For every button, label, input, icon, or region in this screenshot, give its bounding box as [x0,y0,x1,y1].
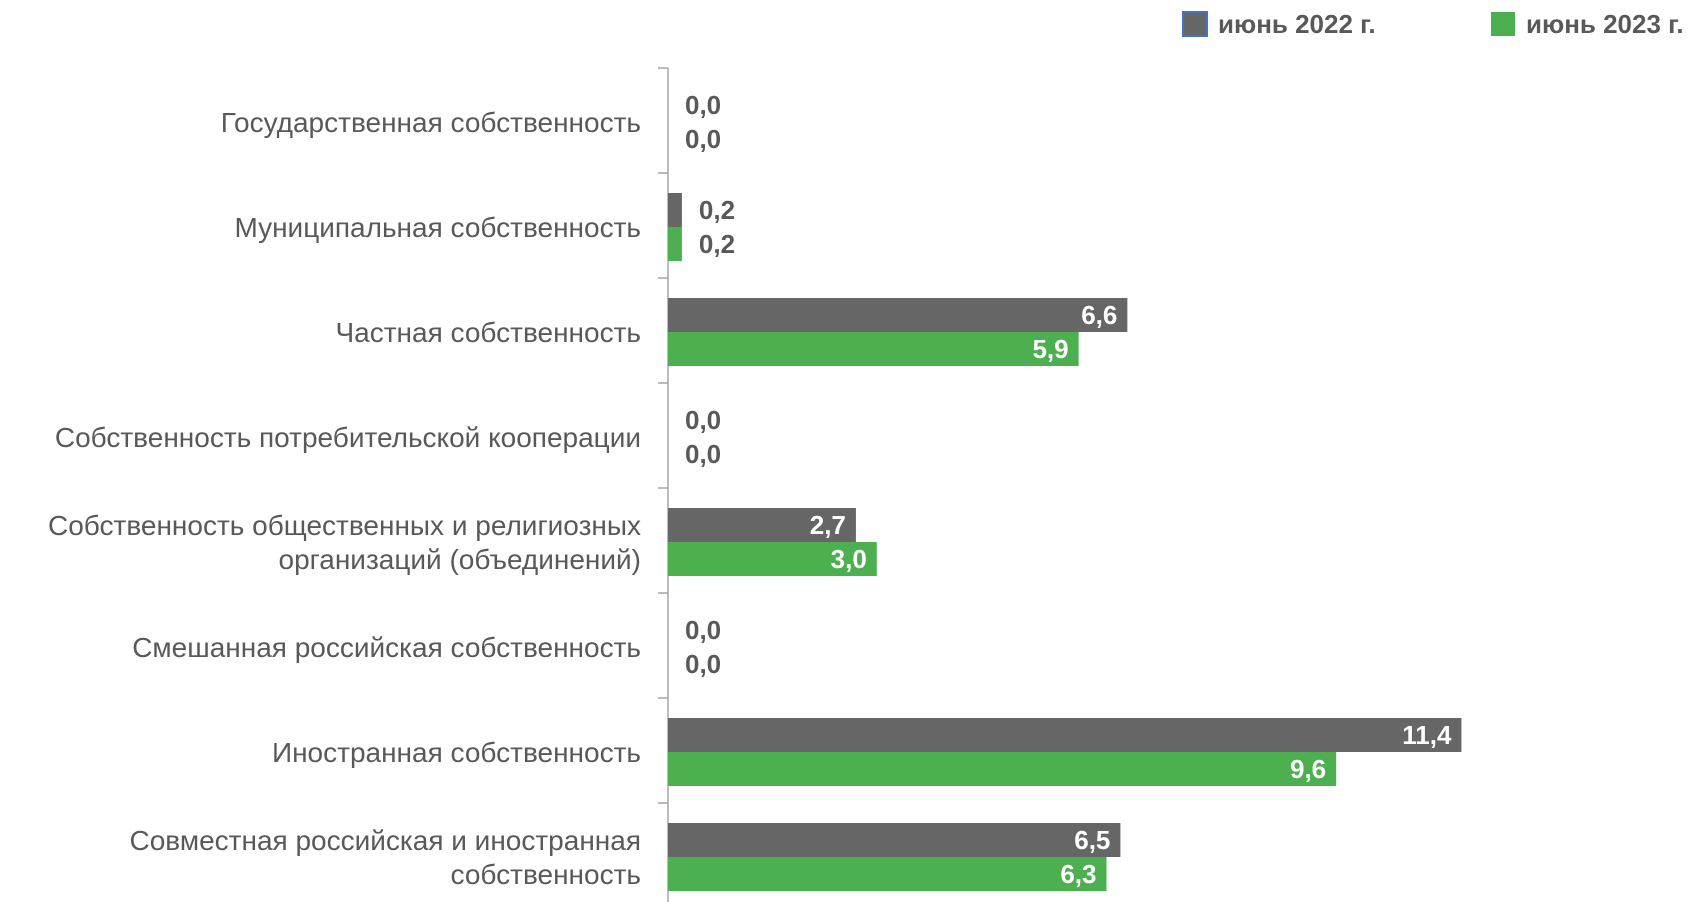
value-label-2-6: 0,0 [685,649,721,679]
category-label-1: Государственная собственность [221,107,641,138]
bar-1-5 [668,508,856,542]
category-label-3: Частная собственность [335,317,641,348]
category-label-7: Иностранная собственность [272,737,641,768]
category-label-6: Смешанная российская собственность [132,632,641,663]
bar-2-3 [668,332,1079,366]
value-label-2-4: 0,0 [685,439,721,469]
bars: 0,0 0,0 0,2 0,2 6,6 5,9 0,0 0,0 2,7 3,0 0,0 0,0 11,4… [668,90,1462,891]
bar-2-8 [668,857,1107,891]
bar-2-5 [668,542,877,576]
category-label-5: организаций (объединений) [279,544,641,575]
legend-swatch-1 [1182,11,1208,37]
bar-1-7 [668,718,1462,752]
category-label-8: Совместная российская и иностранная [129,825,641,856]
category-label-8: собственность [451,859,641,890]
bar-1-3 [668,298,1128,332]
legend-label-2: июнь 2023 г. [1526,9,1684,39]
value-label-2-2: 0,2 [699,229,735,259]
value-label-1-6: 0,0 [685,615,721,645]
value-label-2-7: 9,6 [1290,754,1326,784]
value-label-1-4: 0,0 [685,405,721,435]
legend: июнь 2022 г. июнь 2023 г. [1182,9,1684,39]
value-label-2-1: 0,0 [685,124,721,154]
bar-1-8 [668,823,1121,857]
value-label-2-5: 3,0 [831,544,867,574]
value-label-1-3: 6,6 [1081,300,1117,330]
value-label-1-5: 2,7 [810,510,846,540]
value-label-2-8: 6,3 [1060,859,1096,889]
y-axis [658,67,669,902]
bar-2-2 [668,227,682,261]
value-label-1-8: 6,5 [1074,825,1110,855]
legend-label-1: июнь 2022 г. [1218,9,1376,39]
legend-swatch-2 [1491,12,1515,36]
value-label-2-3: 5,9 [1032,334,1068,364]
category-label-2: Муниципальная собственность [234,212,641,243]
bar-1-2 [668,193,682,227]
bar-2-7 [668,752,1337,786]
category-label-4: Собственность потребительской кооперации [55,422,641,453]
category-labels: Государственная собственность Муниципальн… [48,107,641,890]
category-label-5: Собственность общественных и религиозных [48,510,641,541]
value-label-1-7: 11,4 [1402,720,1452,750]
value-label-1-1: 0,0 [685,90,721,120]
value-label-1-2: 0,2 [699,195,735,225]
